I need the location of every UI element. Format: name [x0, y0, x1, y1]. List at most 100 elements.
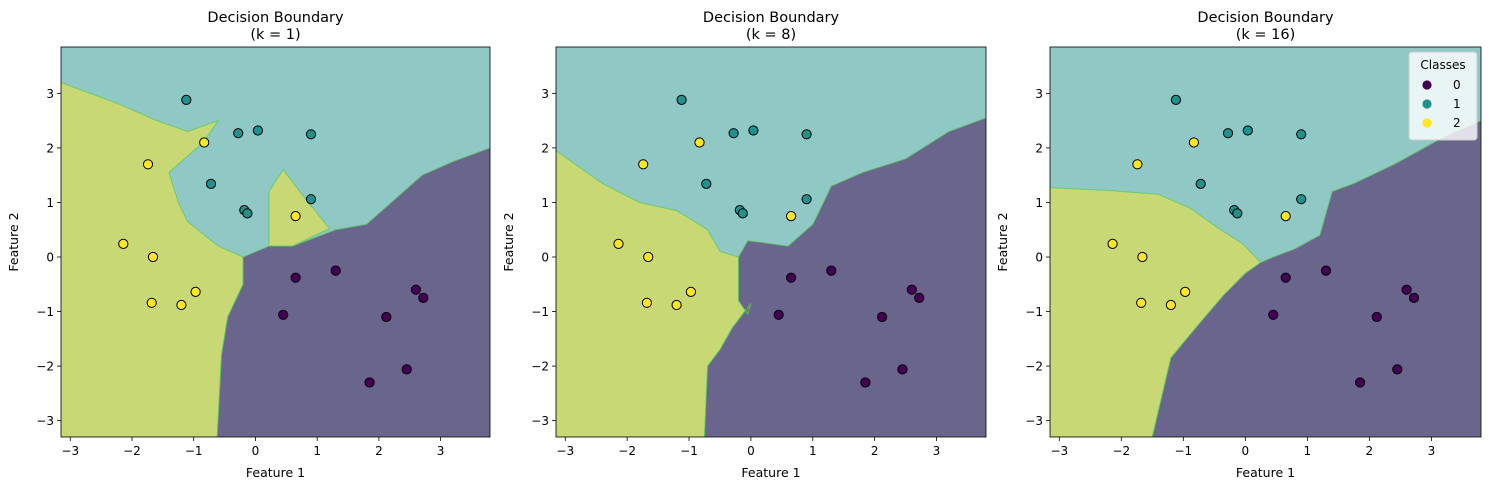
data-point-class-0 — [1280, 272, 1291, 283]
data-point-class-2 — [1188, 137, 1200, 148]
data-point-class-2 — [1180, 286, 1191, 297]
data-point-class-1 — [748, 125, 759, 136]
data-point-class-0 — [1320, 265, 1332, 276]
x-tick-label: 3 — [1428, 444, 1436, 458]
data-point-class-2 — [1107, 238, 1118, 249]
y-tick-label: 2 — [1035, 141, 1043, 155]
data-point-class-2 — [1137, 251, 1148, 263]
data-point-class-2 — [613, 238, 624, 249]
x-tick-label: −2 — [123, 444, 141, 458]
y-tick-label: 3 — [1035, 87, 1043, 101]
data-point-class-1 — [728, 128, 739, 139]
x-axis-label: Feature 1 — [1236, 465, 1295, 480]
y-tick-label: 3 — [541, 87, 549, 101]
data-point-class-1 — [801, 129, 812, 140]
data-point-class-0 — [364, 377, 375, 388]
data-point-class-0 — [1408, 292, 1420, 303]
x-tick-label: −3 — [61, 444, 79, 458]
data-point-class-2 — [190, 286, 201, 297]
plot-area — [556, 47, 986, 437]
data-point-class-1 — [801, 194, 812, 205]
y-tick-label: −2 — [531, 360, 549, 374]
data-point-class-1 — [1296, 129, 1307, 140]
x-tick-label: 0 — [747, 444, 755, 458]
data-point-class-1 — [1242, 125, 1253, 136]
data-point-class-0 — [773, 309, 784, 320]
legend-label: 0 — [1453, 78, 1461, 92]
x-tick-label: 0 — [1242, 444, 1250, 458]
x-tick-label: −1 — [680, 444, 698, 458]
y-axis-label: Feature 2 — [995, 212, 1010, 271]
y-axis-label: Feature 2 — [6, 212, 21, 271]
data-point-class-1 — [205, 178, 217, 189]
legend-label: 1 — [1453, 97, 1461, 111]
data-point-class-2 — [694, 137, 705, 148]
data-point-class-2 — [786, 211, 797, 222]
data-point-class-0 — [826, 265, 837, 276]
x-axis-label: Feature 1 — [741, 465, 800, 480]
data-point-class-2 — [147, 251, 159, 263]
y-tick-label: 0 — [46, 251, 54, 265]
legend-marker-class-2 — [1422, 118, 1432, 128]
data-point-class-0 — [914, 292, 925, 303]
data-point-class-2 — [685, 286, 697, 297]
data-point-class-1 — [1222, 128, 1234, 139]
legend: Classes 0 1 2 — [1408, 51, 1478, 141]
data-point-class-0 — [1355, 377, 1366, 388]
x-tick-label: −2 — [1112, 444, 1130, 458]
x-tick-label: −3 — [556, 444, 574, 458]
y-tick-label: −3 — [1025, 414, 1043, 428]
x-tick-label: −2 — [618, 444, 636, 458]
x-tick-label: −1 — [1174, 444, 1192, 458]
y-tick-label: 0 — [1035, 251, 1043, 265]
data-point-class-0 — [278, 309, 289, 320]
subplot-1: −3 −2 −1 0 1 2 3 −3 −2 −1 0 1 2 3 Decision Boundary (k … — [6, 10, 491, 480]
data-point-class-1 — [181, 94, 192, 106]
data-point-class-1 — [305, 194, 317, 205]
data-point-class-1 — [252, 125, 263, 136]
x-tick-label: −1 — [185, 444, 203, 458]
data-point-class-1 — [233, 128, 244, 139]
data-point-class-2 — [641, 297, 653, 308]
data-point-class-2 — [290, 211, 301, 222]
data-point-class-0 — [330, 265, 341, 276]
data-point-class-1 — [1296, 194, 1307, 205]
data-point-class-0 — [401, 364, 412, 375]
data-point-class-1 — [305, 129, 317, 140]
subplot-3: −3 −2 −1 0 1 2 3 −3 −2 −1 0 1 2 3 Decision Boundary (k … — [995, 10, 1482, 480]
legend-marker-class-0 — [1422, 80, 1432, 90]
axes-frame — [1049, 46, 1482, 438]
data-point-class-0 — [410, 284, 421, 295]
x-tick-label: −3 — [1050, 444, 1068, 458]
axes-frame — [555, 46, 987, 438]
data-point-class-2 — [199, 137, 210, 148]
axes-frame — [60, 46, 491, 438]
x-tick-label: 3 — [437, 444, 445, 458]
x-tick-label: 2 — [375, 444, 383, 458]
data-point-class-0 — [290, 272, 301, 283]
data-point-class-1 — [1170, 94, 1182, 106]
data-point-class-2 — [1132, 159, 1143, 170]
data-point-class-0 — [906, 284, 917, 295]
region-class-0 — [703, 117, 986, 437]
chart-title: Decision Boundary (k = 8) — [703, 10, 840, 43]
data-point-class-2 — [176, 299, 187, 311]
data-point-class-2 — [118, 238, 129, 249]
y-tick-label: 2 — [541, 141, 549, 155]
x-axis-label: Feature 1 — [246, 465, 305, 480]
x-tick-label: 1 — [809, 444, 817, 458]
region-class-0 — [216, 147, 490, 437]
data-point-class-2 — [142, 159, 154, 170]
y-tick-label: −1 — [531, 305, 549, 319]
subplot-2: −3 −2 −1 0 1 2 3 −3 −2 −1 0 1 2 3 Decision Boundary (k … — [501, 10, 987, 480]
x-tick-label: 1 — [1304, 444, 1312, 458]
legend-title: Classes — [1420, 58, 1465, 72]
y-tick-label: −1 — [1025, 305, 1043, 319]
legend-label: 2 — [1453, 116, 1461, 130]
legend-marker-class-1 — [1422, 99, 1432, 109]
data-point-class-0 — [1401, 284, 1412, 295]
x-tick-label: 2 — [1366, 444, 1374, 458]
y-tick-label: −3 — [36, 414, 54, 428]
